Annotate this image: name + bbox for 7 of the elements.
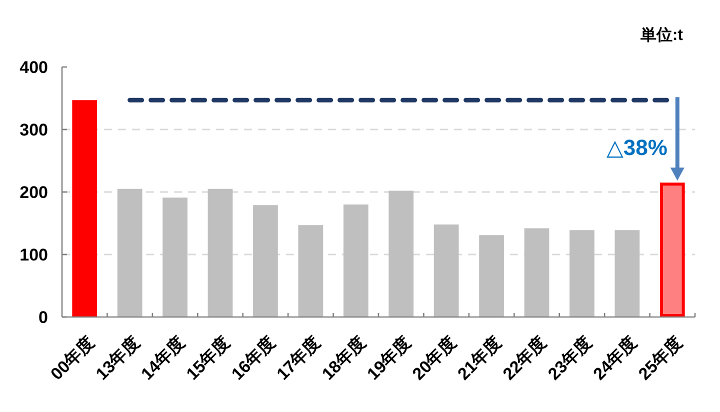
x-tick-label: 00年度 [47, 332, 98, 384]
y-tick-label: 400 [20, 58, 48, 76]
y-tick-label: 0 [38, 308, 48, 326]
y-tick-label: 300 [20, 120, 48, 139]
annotations: 単位:t △38% [606, 27, 683, 160]
y-tick-label: 100 [20, 245, 48, 264]
y-tick-label: 200 [20, 182, 48, 202]
